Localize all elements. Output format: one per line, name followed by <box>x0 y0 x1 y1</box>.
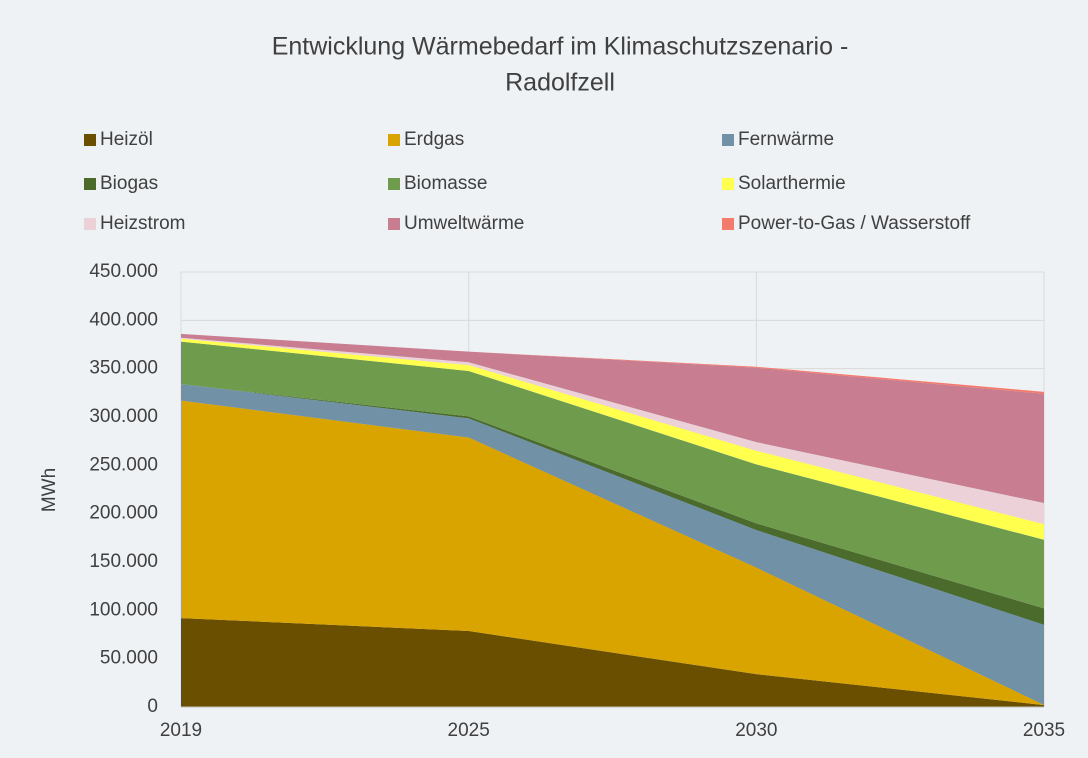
x-tick-label: 2030 <box>735 720 777 741</box>
area <box>181 333 1044 504</box>
chart-title: Entwicklung Wärmebedarf im Klimaschutzsz… <box>272 33 849 61</box>
y-tick-label: 50.000 <box>100 648 158 669</box>
legend-swatch <box>388 178 400 190</box>
legend-label: Power-to-Gas / Wasserstoff <box>738 213 971 234</box>
y-tick-label: 300.000 <box>89 406 158 427</box>
x-tick-label: 2025 <box>448 720 490 741</box>
y-tick-label: 100.000 <box>89 599 158 620</box>
y-axis-label: MWh <box>39 468 60 512</box>
legend-label: Fernwärme <box>738 129 834 150</box>
area <box>181 400 1044 706</box>
y-tick-label: 450.000 <box>89 261 158 282</box>
legend-label: Biogas <box>100 173 158 194</box>
legend-swatch <box>722 218 734 230</box>
y-tick-label: 250.000 <box>89 454 158 475</box>
legend-swatch <box>388 218 400 230</box>
legend-label: Biomasse <box>404 173 487 194</box>
y-tick-label: 150.000 <box>89 551 158 572</box>
legend-label: Umweltwärme <box>404 213 524 234</box>
legend-swatch <box>722 178 734 190</box>
area <box>181 341 1044 609</box>
x-tick-label: 2035 <box>1023 720 1065 741</box>
x-tick-label: 2019 <box>160 720 202 741</box>
legend-swatch <box>84 134 96 146</box>
y-tick-label: 200.000 <box>89 503 158 524</box>
legend-swatch <box>722 134 734 146</box>
legend-label: Heizstrom <box>100 213 186 234</box>
chart-title: Radolfzell <box>505 69 615 97</box>
y-tick-label: 350.000 <box>89 358 158 379</box>
area <box>181 618 1044 707</box>
legend-label: Heizöl <box>100 129 153 150</box>
legend-label: Erdgas <box>404 129 464 150</box>
y-tick-label: 400.000 <box>89 309 158 330</box>
legend-label: Solarthermie <box>738 173 846 194</box>
legend-swatch <box>388 134 400 146</box>
legend-swatch <box>84 178 96 190</box>
legend-swatch <box>84 218 96 230</box>
y-tick-label: 0 <box>147 696 158 717</box>
